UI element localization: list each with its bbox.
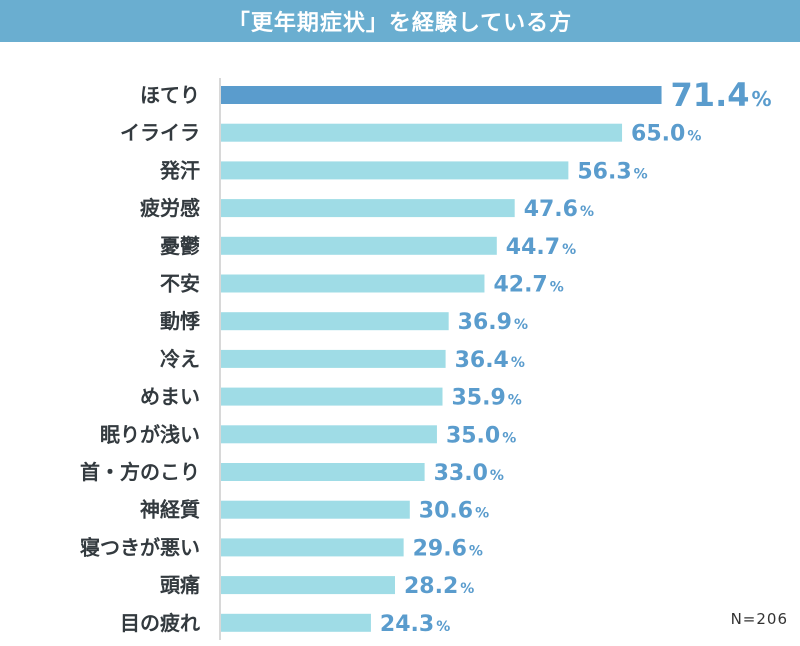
value-label: 33.0% [434, 461, 504, 486]
category-label: めまい [140, 385, 200, 409]
category-label: 疲労感 [140, 196, 200, 220]
category-label: 動悸 [160, 309, 201, 333]
category-label: 眠りが浅い [100, 422, 200, 446]
value-label: 42.7% [493, 273, 563, 298]
bar [221, 199, 515, 218]
bar [221, 312, 449, 331]
bar [221, 463, 425, 481]
value-label: 71.4% [671, 76, 772, 114]
category-labels: ほてりイライラ発汗疲労感憂鬱不安動悸冷えめまい眠りが浅い首・方のこり神経質寝つき… [80, 83, 201, 635]
value-label: 44.7% [506, 235, 576, 260]
category-label: イライラ [120, 121, 200, 145]
category-label: 頭痛 [160, 573, 200, 597]
title-bar: 「更年期症状」を経験している方 [0, 0, 800, 42]
value-label: 56.3% [577, 159, 647, 184]
category-label: 寝つきが悪い [80, 535, 200, 559]
bar [221, 274, 485, 293]
chart-title: 「更年期症状」を経験している方 [227, 11, 573, 36]
bar [221, 425, 437, 444]
category-label: 目の疲れ [120, 611, 200, 635]
value-label: 65.0% [631, 122, 701, 147]
bar [221, 576, 395, 595]
category-label: ほてり [140, 83, 200, 107]
category-label: 冷え [160, 347, 200, 371]
value-label: 36.4% [455, 348, 525, 373]
category-label: 不安 [160, 272, 200, 296]
category-label: 発汗 [159, 158, 200, 182]
category-label: 憂鬱 [160, 234, 200, 258]
value-label: 30.6% [419, 499, 489, 524]
bar [221, 387, 443, 406]
bar [221, 86, 662, 104]
bar [221, 349, 446, 368]
value-label: 35.9% [452, 386, 522, 411]
category-label: 神経質 [140, 498, 200, 522]
bar [221, 161, 569, 180]
value-labels: 71.4 % 65.0 % 56.3 % 47.6 % 44.7 % 42.7 % 36.9 % 36.4%… [380, 76, 772, 637]
bar [221, 500, 410, 519]
bar [221, 538, 404, 557]
bar [221, 236, 497, 255]
value-label: 29.6% [413, 536, 483, 561]
bar [221, 613, 371, 632]
category-label: 首・方のこり [80, 460, 200, 484]
value-label: 24.3% [380, 612, 450, 637]
sample-size-note: N=206 [730, 610, 788, 628]
value-label: 47.6% [524, 197, 594, 222]
bars [221, 86, 662, 632]
bar [221, 123, 623, 142]
value-label: 35.0% [446, 423, 516, 448]
value-label: 28.2% [404, 574, 474, 599]
value-label: 36.9% [458, 310, 528, 335]
